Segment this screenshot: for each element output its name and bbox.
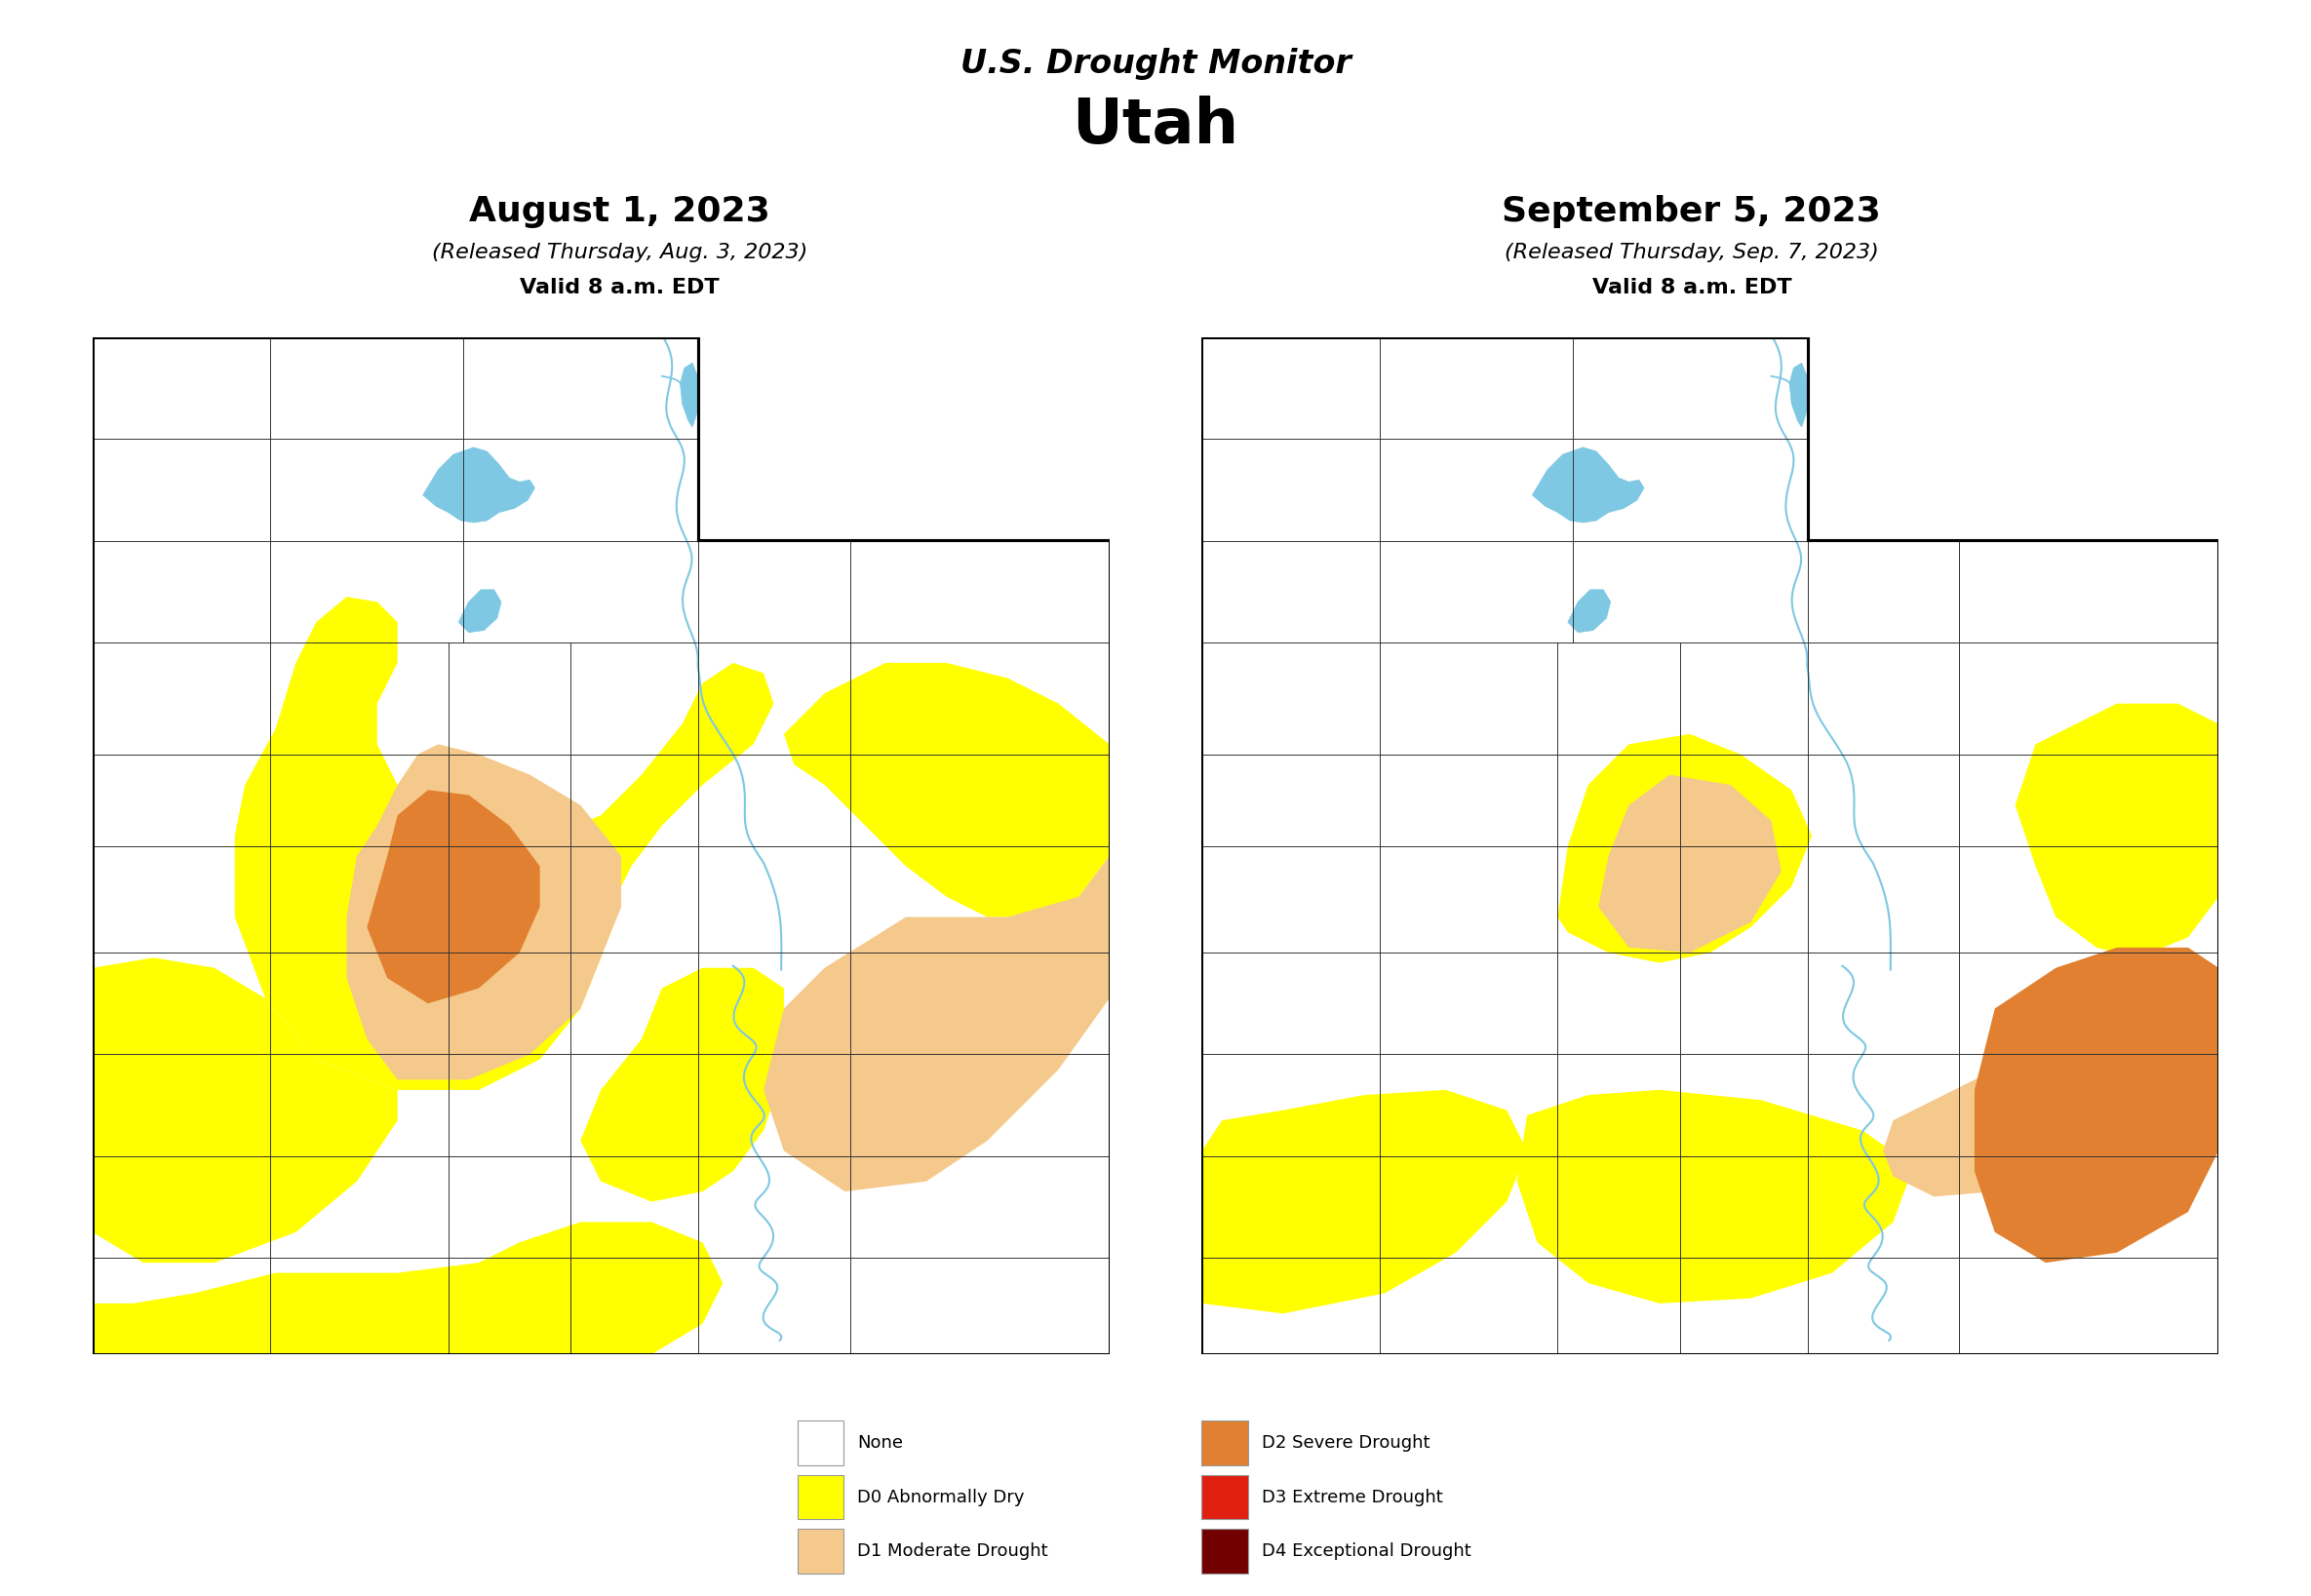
Polygon shape (347, 744, 622, 1080)
Polygon shape (1807, 337, 2219, 539)
Polygon shape (679, 362, 698, 428)
Polygon shape (458, 589, 501, 632)
Text: D3 Extreme Drought: D3 Extreme Drought (1262, 1489, 1442, 1505)
Text: None: None (857, 1435, 904, 1451)
Polygon shape (1599, 774, 1782, 953)
Text: Utah: Utah (1072, 96, 1239, 156)
Polygon shape (367, 790, 541, 1004)
Polygon shape (1516, 1090, 1914, 1304)
Polygon shape (1532, 447, 1643, 522)
Polygon shape (1883, 1069, 2057, 1197)
Polygon shape (834, 458, 885, 492)
Text: U.S. Drought Monitor: U.S. Drought Monitor (959, 48, 1352, 80)
Polygon shape (92, 337, 1109, 1355)
Polygon shape (1974, 948, 2219, 1262)
Polygon shape (1789, 362, 1807, 428)
Polygon shape (1202, 337, 2219, 1355)
Text: (Released Thursday, Sep. 7, 2023): (Released Thursday, Sep. 7, 2023) (1504, 243, 1879, 262)
Text: Valid 8 a.m. EDT: Valid 8 a.m. EDT (520, 278, 719, 297)
Text: D2 Severe Drought: D2 Severe Drought (1262, 1435, 1431, 1451)
Text: D0 Abnormally Dry: D0 Abnormally Dry (857, 1489, 1024, 1505)
Text: D4 Exceptional Drought: D4 Exceptional Drought (1262, 1543, 1472, 1559)
Polygon shape (698, 337, 1109, 539)
Polygon shape (236, 597, 774, 1090)
Polygon shape (92, 1223, 723, 1355)
Polygon shape (1558, 734, 1812, 962)
Polygon shape (580, 967, 783, 1202)
Polygon shape (423, 447, 534, 522)
Polygon shape (763, 855, 1109, 1192)
Polygon shape (1944, 458, 1994, 492)
Text: D1 Moderate Drought: D1 Moderate Drought (857, 1543, 1049, 1559)
Text: (Released Thursday, Aug. 3, 2023): (Released Thursday, Aug. 3, 2023) (432, 243, 807, 262)
Text: August 1, 2023: August 1, 2023 (469, 195, 770, 228)
Polygon shape (92, 958, 397, 1262)
Polygon shape (1567, 589, 1611, 632)
Polygon shape (783, 662, 1109, 918)
Text: Valid 8 a.m. EDT: Valid 8 a.m. EDT (1592, 278, 1791, 297)
Text: September 5, 2023: September 5, 2023 (1502, 195, 1881, 228)
Polygon shape (1202, 1090, 1528, 1314)
Polygon shape (2015, 704, 2219, 958)
